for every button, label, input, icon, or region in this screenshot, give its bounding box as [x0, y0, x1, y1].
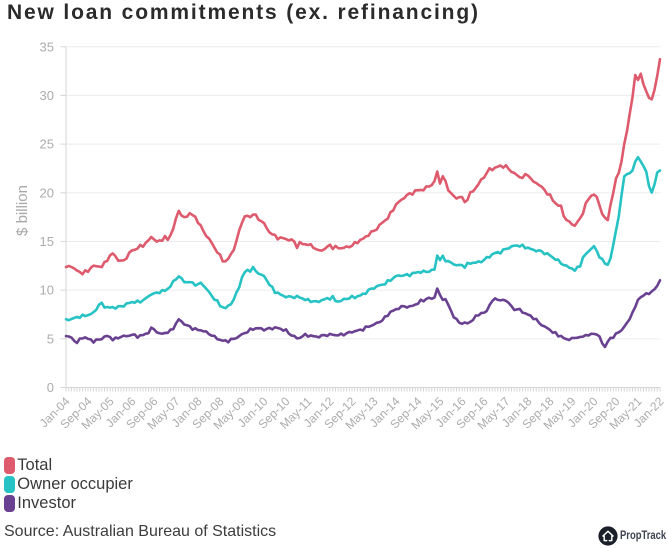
svg-text:30: 30: [40, 88, 54, 103]
svg-text:$ billion: $ billion: [14, 185, 31, 236]
svg-text:0: 0: [47, 380, 54, 395]
svg-text:20: 20: [40, 185, 54, 200]
svg-text:35: 35: [40, 39, 54, 54]
svg-text:10: 10: [40, 283, 54, 298]
svg-text:15: 15: [40, 234, 54, 249]
svg-text:25: 25: [40, 137, 54, 152]
svg-text:5: 5: [47, 331, 54, 346]
